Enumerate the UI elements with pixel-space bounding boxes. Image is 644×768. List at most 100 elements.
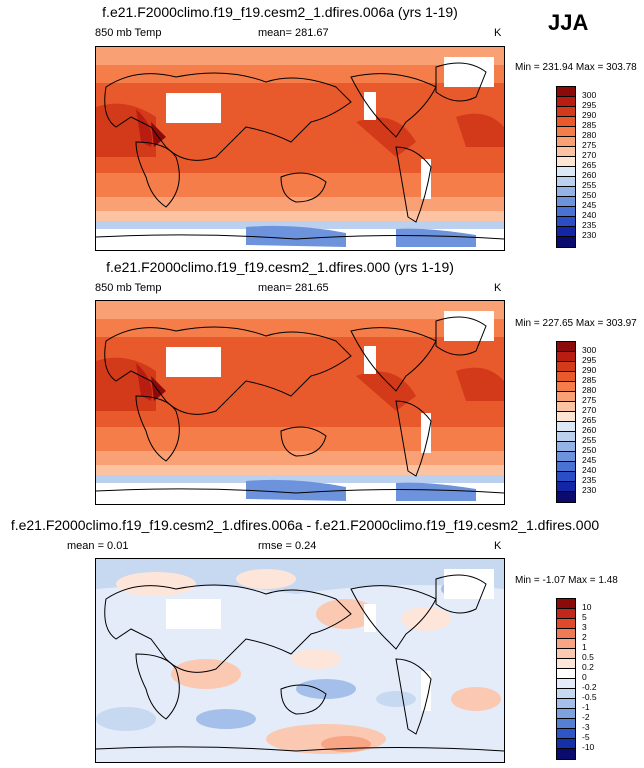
colorbar-tick-label: 270 — [582, 405, 597, 415]
colorbar-tick-label: 285 — [582, 375, 597, 385]
colorbar-swatch — [557, 107, 575, 117]
colorbar-swatch — [557, 699, 575, 709]
colorbar-tick-label: 290 — [582, 110, 597, 120]
colorbar-tick-label: 275 — [582, 395, 597, 405]
colorbar-tick-label: 0 — [582, 672, 587, 682]
colorbar-swatch — [557, 392, 575, 402]
panel-3-map — [95, 558, 505, 763]
panel-3-minmax: Min = -1.07 Max = 1.48 — [515, 575, 618, 586]
panel-2-map — [95, 300, 505, 505]
colorbar-tick-label: 295 — [582, 100, 597, 110]
panel-2-colorbar — [556, 341, 576, 503]
colorbar-swatch — [557, 422, 575, 432]
colorbar-swatch — [557, 237, 575, 247]
colorbar-tick-label: 270 — [582, 150, 597, 160]
colorbar-swatch — [557, 739, 575, 749]
panel-2-variable: 850 mb Temp — [95, 282, 162, 294]
colorbar-tick-label: 245 — [582, 455, 597, 465]
colorbar-swatch — [557, 217, 575, 227]
colorbar-swatch — [557, 492, 575, 502]
colorbar-tick-label: 290 — [582, 365, 597, 375]
colorbar-swatch — [557, 412, 575, 422]
colorbar-swatch — [557, 472, 575, 482]
colorbar-swatch — [557, 599, 575, 609]
colorbar-tick-label: 230 — [582, 230, 597, 240]
colorbar-tick-label: -3 — [582, 722, 590, 732]
colorbar-tick-label: 235 — [582, 220, 597, 230]
colorbar-swatch — [557, 207, 575, 217]
colorbar-tick-label: 3 — [582, 622, 587, 632]
colorbar-swatch — [557, 749, 575, 759]
panel-1-title: f.e21.F2000climo.f19_f19.cesm2_1.dfires.… — [102, 4, 458, 20]
colorbar-swatch — [557, 689, 575, 699]
panel-1-minmax: Min = 231.94 Max = 303.78 — [515, 62, 637, 73]
panel-1-mean: mean= 281.67 — [258, 27, 329, 39]
colorbar-tick-label: 255 — [582, 180, 597, 190]
colorbar-swatch — [557, 382, 575, 392]
colorbar-tick-label: 245 — [582, 200, 597, 210]
colorbar-tick-label: -0.5 — [582, 692, 597, 702]
panel-1-variable: 850 mb Temp — [95, 27, 162, 39]
colorbar-tick-label: 260 — [582, 170, 597, 180]
colorbar-tick-label: 1 — [582, 642, 587, 652]
colorbar-swatch — [557, 147, 575, 157]
colorbar-swatch — [557, 402, 575, 412]
colorbar-tick-label: 260 — [582, 425, 597, 435]
colorbar-tick-label: 0.5 — [582, 652, 594, 662]
panel-2-units: K — [494, 282, 502, 294]
colorbar-swatch — [557, 669, 575, 679]
colorbar-tick-label: 255 — [582, 435, 597, 445]
colorbar-tick-label: 250 — [582, 190, 597, 200]
season-label: JJA — [548, 10, 589, 35]
colorbar-swatch — [557, 117, 575, 127]
colorbar-tick-label: 295 — [582, 355, 597, 365]
colorbar-swatch — [557, 362, 575, 372]
colorbar-swatch — [557, 709, 575, 719]
colorbar-tick-label: 300 — [582, 345, 597, 355]
colorbar-swatch — [557, 167, 575, 177]
colorbar-swatch — [557, 177, 575, 187]
colorbar-swatch — [557, 97, 575, 107]
colorbar-swatch — [557, 719, 575, 729]
panel-2-minmax: Min = 227.65 Max = 303.97 — [515, 318, 637, 329]
colorbar-tick-label: -0.2 — [582, 682, 597, 692]
colorbar-swatch — [557, 679, 575, 689]
colorbar-swatch — [557, 342, 575, 352]
panel-1-colorbar — [556, 86, 576, 248]
panel-3-colorbar — [556, 598, 576, 760]
colorbar-tick-label: 280 — [582, 385, 597, 395]
colorbar-tick-label: -5 — [582, 732, 590, 742]
colorbar-tick-label: 285 — [582, 120, 597, 130]
colorbar-swatch — [557, 462, 575, 472]
colorbar-tick-label: 275 — [582, 140, 597, 150]
colorbar-tick-label: -10 — [582, 742, 595, 752]
panel-3-title: f.e21.F2000climo.f19_f19.cesm2_1.dfires.… — [10, 517, 600, 533]
colorbar-tick-label: 240 — [582, 465, 597, 475]
colorbar-tick-label: -2 — [582, 712, 590, 722]
panel-3-units: K — [494, 540, 502, 552]
colorbar-tick-label: 2 — [582, 632, 587, 642]
panel-3-rmse: rmse = 0.24 — [258, 540, 317, 552]
colorbar-swatch — [557, 137, 575, 147]
colorbar-swatch — [557, 157, 575, 167]
colorbar-swatch — [557, 87, 575, 97]
colorbar-swatch — [557, 619, 575, 629]
panel-1-units: K — [494, 27, 502, 39]
colorbar-tick-label: 230 — [582, 485, 597, 495]
colorbar-swatch — [557, 127, 575, 137]
colorbar-tick-label: 10 — [582, 602, 592, 612]
panel-2-title: f.e21.F2000climo.f19_f19.cesm2_1.dfires.… — [106, 259, 454, 275]
colorbar-swatch — [557, 729, 575, 739]
colorbar-swatch — [557, 452, 575, 462]
colorbar-swatch — [557, 442, 575, 452]
colorbar-swatch — [557, 352, 575, 362]
colorbar-tick-label: 235 — [582, 475, 597, 485]
colorbar-tick-label: 265 — [582, 415, 597, 425]
colorbar-swatch — [557, 659, 575, 669]
colorbar-swatch — [557, 227, 575, 237]
panel-3-mean: mean = 0.01 — [67, 540, 129, 552]
colorbar-swatch — [557, 639, 575, 649]
colorbar-tick-label: -1 — [582, 702, 590, 712]
colorbar-swatch — [557, 187, 575, 197]
colorbar-tick-label: 5 — [582, 612, 587, 622]
